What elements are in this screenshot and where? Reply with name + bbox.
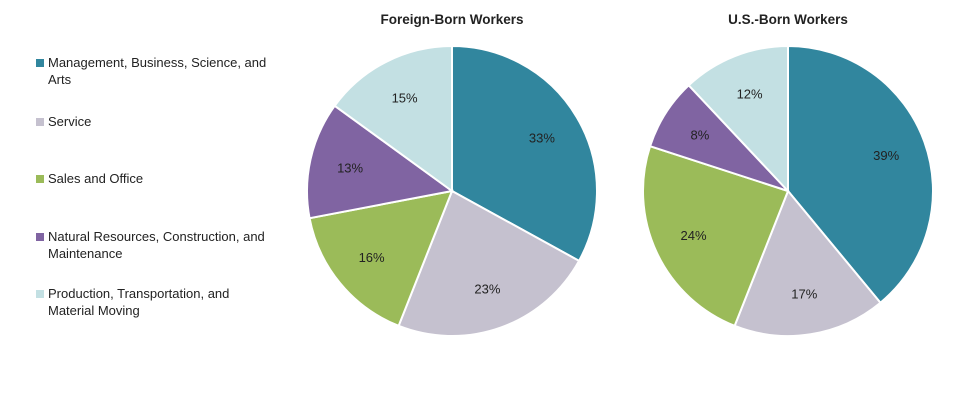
legend-swatch: [36, 174, 44, 183]
legend-item-natural-resources: Natural Resources, Construction, and Mai…: [36, 228, 278, 262]
foreign-born-label-management: 33%: [529, 130, 555, 145]
us-born-slice-management: [787, 44, 934, 305]
us-born-label-management: 39%: [873, 148, 899, 163]
legend-item-sales-office: Sales and Office: [36, 170, 278, 187]
legend-swatch: [36, 117, 44, 126]
legend-swatch: [36, 289, 44, 298]
legend-label: Sales and Office: [48, 171, 144, 186]
us-born-label-natural-resources: 8%: [691, 128, 710, 143]
legend-label: Service: [48, 114, 92, 129]
us-born-slice-sales-office: [642, 144, 790, 328]
legend-swatch: [36, 58, 44, 67]
legend-item-management: Management, Business, Science, and Arts: [36, 54, 278, 88]
foreign-born-slice-sales-office: [308, 189, 454, 328]
legend-item-service: Service: [36, 113, 278, 130]
us-born-slice-production: [687, 44, 789, 194]
foreign-born-slice-production: [333, 44, 453, 193]
us-born-label-sales-office: 24%: [680, 228, 706, 243]
us-born-label-service: 17%: [791, 287, 817, 302]
foreign-born-label-production: 15%: [392, 91, 418, 106]
legend-swatch: [36, 232, 44, 241]
legend-label: Production, Transportation, and Material…: [48, 286, 230, 318]
foreign-born-label-natural-resources: 13%: [337, 161, 363, 176]
foreign-born-label-service: 23%: [474, 282, 500, 297]
us-born-chart-title: U.S.-Born Workers: [728, 12, 848, 27]
legend-label: Management, Business, Science, and Arts: [48, 55, 267, 87]
foreign-born-slice-management: [451, 44, 598, 263]
foreign-born-chart-title: Foreign-Born Workers: [380, 12, 523, 27]
legend-item-production: Production, Transportation, and Material…: [36, 285, 278, 319]
foreign-born-slice-natural-resources: [306, 104, 455, 220]
us-born-label-production: 12%: [737, 86, 763, 101]
foreign-born-label-sales-office: 16%: [359, 250, 385, 265]
legend-label: Natural Resources, Construction, and Mai…: [48, 229, 265, 261]
foreign-born-slice-service: [397, 189, 581, 337]
us-born-slice-service: [733, 189, 882, 337]
